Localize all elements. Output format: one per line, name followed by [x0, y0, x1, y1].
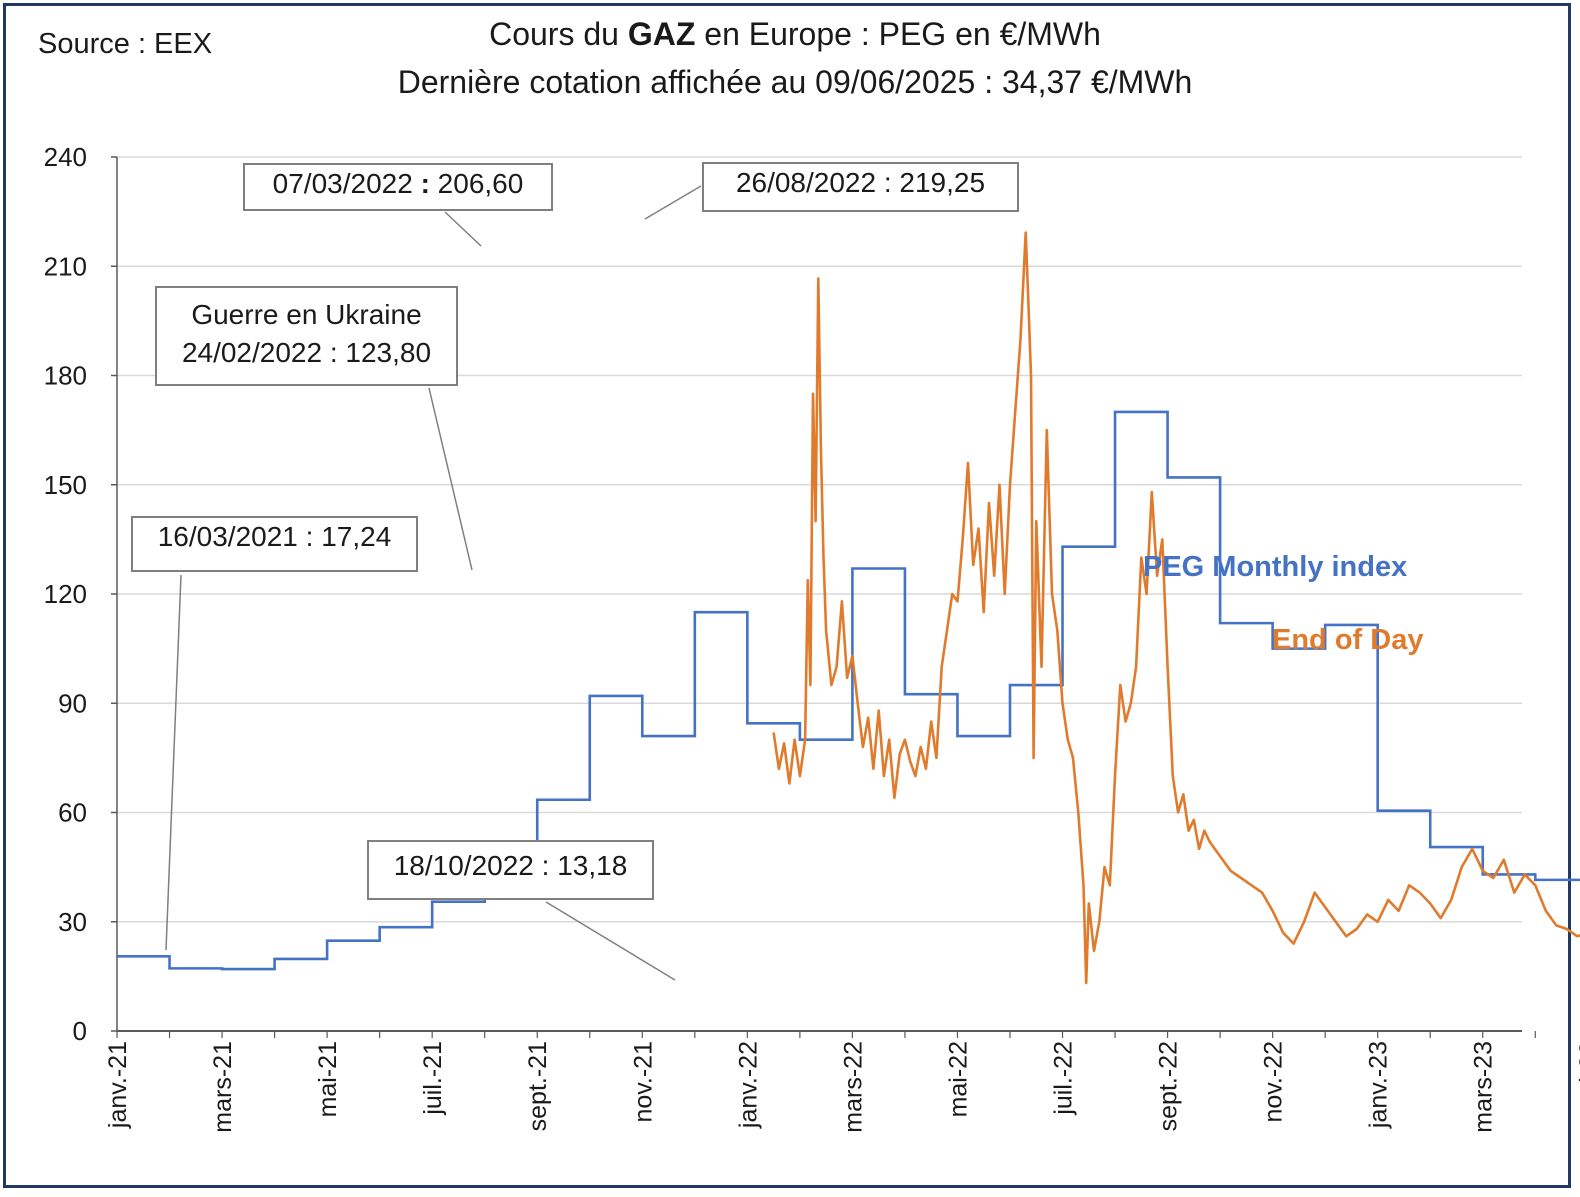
annotation-leader: [428, 387, 473, 571]
x-tick-label: janv.-23: [1365, 1041, 1393, 1129]
x-tick-label: nov.-22: [1260, 1041, 1288, 1123]
x-tick-label: mai-23: [1575, 1041, 1580, 1117]
y-tick-label: 240: [44, 142, 87, 172]
title-post: en Europe : PEG en €/MWh: [695, 16, 1101, 52]
annotation-leader: [644, 185, 702, 220]
y-tick-label: 0: [73, 1016, 87, 1046]
annotation-text: 16/03/2021 : 17,24: [157, 521, 392, 552]
legend-peg-monthly: PEG Monthly index: [1143, 551, 1408, 583]
x-tick-label: mai-22: [944, 1041, 972, 1117]
y-tick-label: 180: [44, 361, 87, 391]
x-tick-label: mars-23: [1470, 1041, 1498, 1133]
annotation-text: 26/08/2022 : 219,25: [735, 167, 986, 198]
title-pre: Cours du: [489, 16, 628, 52]
x-tick-label: janv.-21: [104, 1041, 132, 1129]
annotation-18-10-2022: 18/10/2022 : 13,18: [367, 840, 654, 900]
x-tick-label: juil.-21: [419, 1041, 447, 1116]
y-tick-label: 90: [58, 688, 87, 718]
annotation-leader: [444, 211, 482, 247]
x-tick-label: sept.-22: [1155, 1041, 1183, 1131]
x-tick-label: nov.-21: [629, 1041, 657, 1123]
annotation-26-08-2022: 26/08/2022 : 219,25: [702, 162, 1019, 212]
x-tick-label: mai-21: [314, 1041, 342, 1117]
source-label: Source : EEX: [38, 28, 213, 60]
x-tick-label: mars-21: [209, 1041, 237, 1133]
annotation-text-b: :: [420, 168, 430, 199]
annotation-text-a: 07/03/2022: [272, 168, 421, 199]
y-tick-label: 60: [58, 798, 87, 828]
annotation-text: 24/02/2022 : 123,80: [181, 337, 432, 368]
y-tick-label: 120: [44, 579, 87, 609]
annotation-leader: [545, 901, 676, 981]
legend-end-of-day: End of Day: [1272, 624, 1424, 656]
annotation-leader: [165, 574, 182, 951]
x-tick-label: mars-22: [839, 1041, 867, 1133]
y-tick-label: 150: [44, 470, 87, 500]
annotation-text-c: 206,60: [429, 168, 524, 199]
x-tick-label: sept.-21: [524, 1041, 552, 1131]
series-end-of-day: [772, 231, 1580, 985]
title-bold: GAZ: [627, 16, 696, 52]
chart-frame: [3, 3, 1571, 1188]
annotation-text: 18/10/2022 : 13,18: [393, 850, 628, 881]
series-peg-monthly-index: [117, 410, 1580, 971]
chart-title-line1: Cours du GAZ en Europe : PEG en €/MWh: [0, 16, 1580, 53]
x-tick-label: juil.-22: [1050, 1041, 1078, 1116]
y-tick-label: 210: [44, 251, 87, 281]
annotation-text: Guerre en Ukraine: [191, 299, 422, 330]
annotation-07-03-2022: 07/03/2022 : 206,60: [243, 163, 553, 211]
chart-title-line2: Dernière cotation affichée au 09/06/2025…: [397, 64, 1193, 100]
y-tick-label: 30: [58, 907, 87, 937]
annotation-guerre-ukraine: Guerre en Ukraine 24/02/2022 : 123,80: [155, 286, 458, 386]
annotation-16-03-2021: 16/03/2021 : 17,24: [131, 516, 418, 572]
x-tick-label: janv.-22: [734, 1041, 762, 1129]
